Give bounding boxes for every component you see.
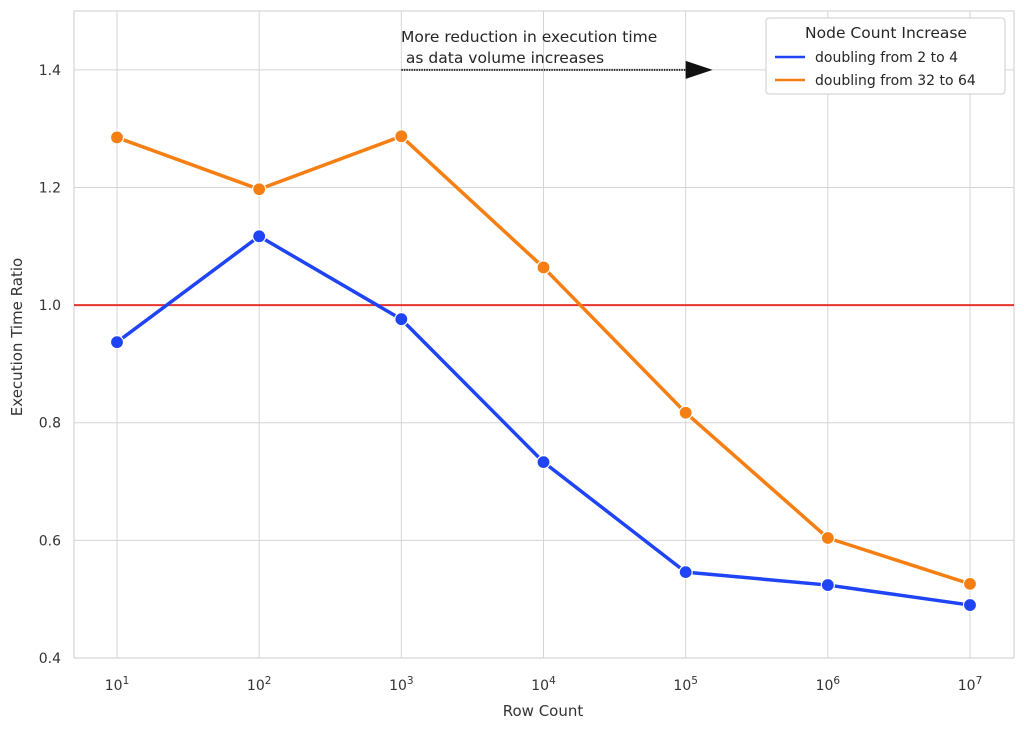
y-tick-label-1: 0.4	[39, 651, 61, 667]
legend-label-series-1: doubling from 2 to 4	[815, 50, 958, 66]
y-tick-label-6: 1.4	[39, 63, 61, 79]
y-tick-label-4: 1.0	[39, 298, 61, 314]
series-group	[109, 129, 978, 613]
x-tick-label-7: 107	[958, 675, 983, 694]
series-1-point-6	[820, 577, 835, 593]
plot-area-frame	[73, 10, 1015, 659]
series-2-point-2	[252, 182, 267, 197]
x-tick-label-1: 101	[105, 675, 130, 694]
annotation-line-1: More reduction in execution time	[401, 28, 657, 46]
series-1-point-5	[678, 565, 693, 580]
x-tick-labels: 101 102 103 104 105 106 107	[105, 675, 983, 694]
series-2-point-7	[962, 576, 978, 591]
series-1-point-4	[536, 455, 551, 470]
series-2-point-6	[820, 530, 835, 546]
x-tick-label-5: 105	[673, 675, 698, 694]
series-1-point-7	[962, 597, 978, 613]
legend-title: Node Count Increase	[805, 24, 967, 42]
annotation-group: More reduction in execution time as data…	[401, 28, 713, 79]
series-1-point-3	[394, 312, 409, 327]
x-axis-label: Row Count	[503, 702, 584, 720]
y-tick-label-3: 0.8	[39, 416, 61, 432]
legend: Node Count Increase doubling from 2 to 4…	[765, 17, 1006, 95]
series-1-point-2	[252, 229, 267, 244]
series-1-point-1	[109, 335, 125, 350]
x-tick-label-3: 103	[389, 675, 414, 694]
legend-box	[765, 17, 1006, 95]
y-tick-labels: 0.4 0.6 0.8 1.0 1.2 1.4	[39, 63, 61, 667]
legend-label-series-2: doubling from 32 to 64	[815, 73, 976, 89]
annotation-line-2: as data volume increases	[401, 49, 604, 67]
y-tick-label-2: 0.6	[39, 533, 61, 549]
series-2-point-3	[394, 129, 409, 144]
x-tick-label-2: 102	[247, 675, 272, 694]
series-2-point-5	[678, 405, 693, 420]
y-tick-label-5: 1.2	[39, 180, 61, 196]
x-tick-label-6: 106	[816, 675, 841, 694]
y-axis-label: Execution Time Ratio	[8, 258, 26, 416]
series-2-point-1	[109, 130, 125, 145]
series-2-point-4	[536, 260, 551, 275]
annotation-arrow-head	[685, 60, 713, 79]
x-tick-label-4: 104	[531, 675, 556, 694]
